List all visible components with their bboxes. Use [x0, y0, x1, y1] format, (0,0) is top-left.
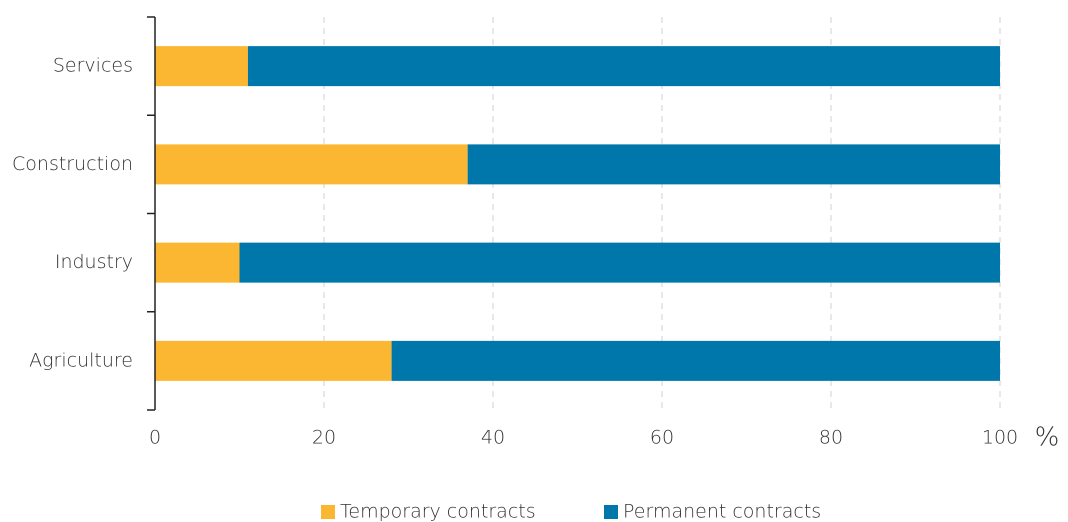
x-tick-label: 40	[481, 427, 505, 449]
bar-segment	[155, 46, 248, 87]
legend-swatch	[321, 505, 335, 519]
legend-label: Permanent contracts	[623, 501, 821, 522]
bar-segment	[467, 144, 1000, 185]
x-tick-label: 20	[312, 427, 336, 449]
y-tick-label: Industry	[55, 251, 133, 273]
bar-segment	[155, 340, 392, 381]
legend-label: Temporary contracts	[340, 501, 536, 522]
bar-segment	[155, 242, 240, 283]
y-tick-label: Construction	[12, 153, 133, 175]
legend-swatch	[604, 505, 618, 519]
x-tick-label: 100	[982, 427, 1018, 449]
y-tick-label: Agriculture	[29, 349, 133, 371]
x-tick-label: 80	[819, 427, 843, 449]
x-axis-label: %	[1035, 423, 1060, 453]
x-tick-label: 60	[650, 427, 674, 449]
y-tick-label: Services	[53, 55, 133, 77]
bar-segment	[247, 46, 1000, 87]
x-tick-label: 0	[149, 427, 161, 449]
bar-segment	[391, 340, 1001, 381]
bar-segment	[239, 242, 1000, 283]
bar-segment	[155, 144, 468, 185]
